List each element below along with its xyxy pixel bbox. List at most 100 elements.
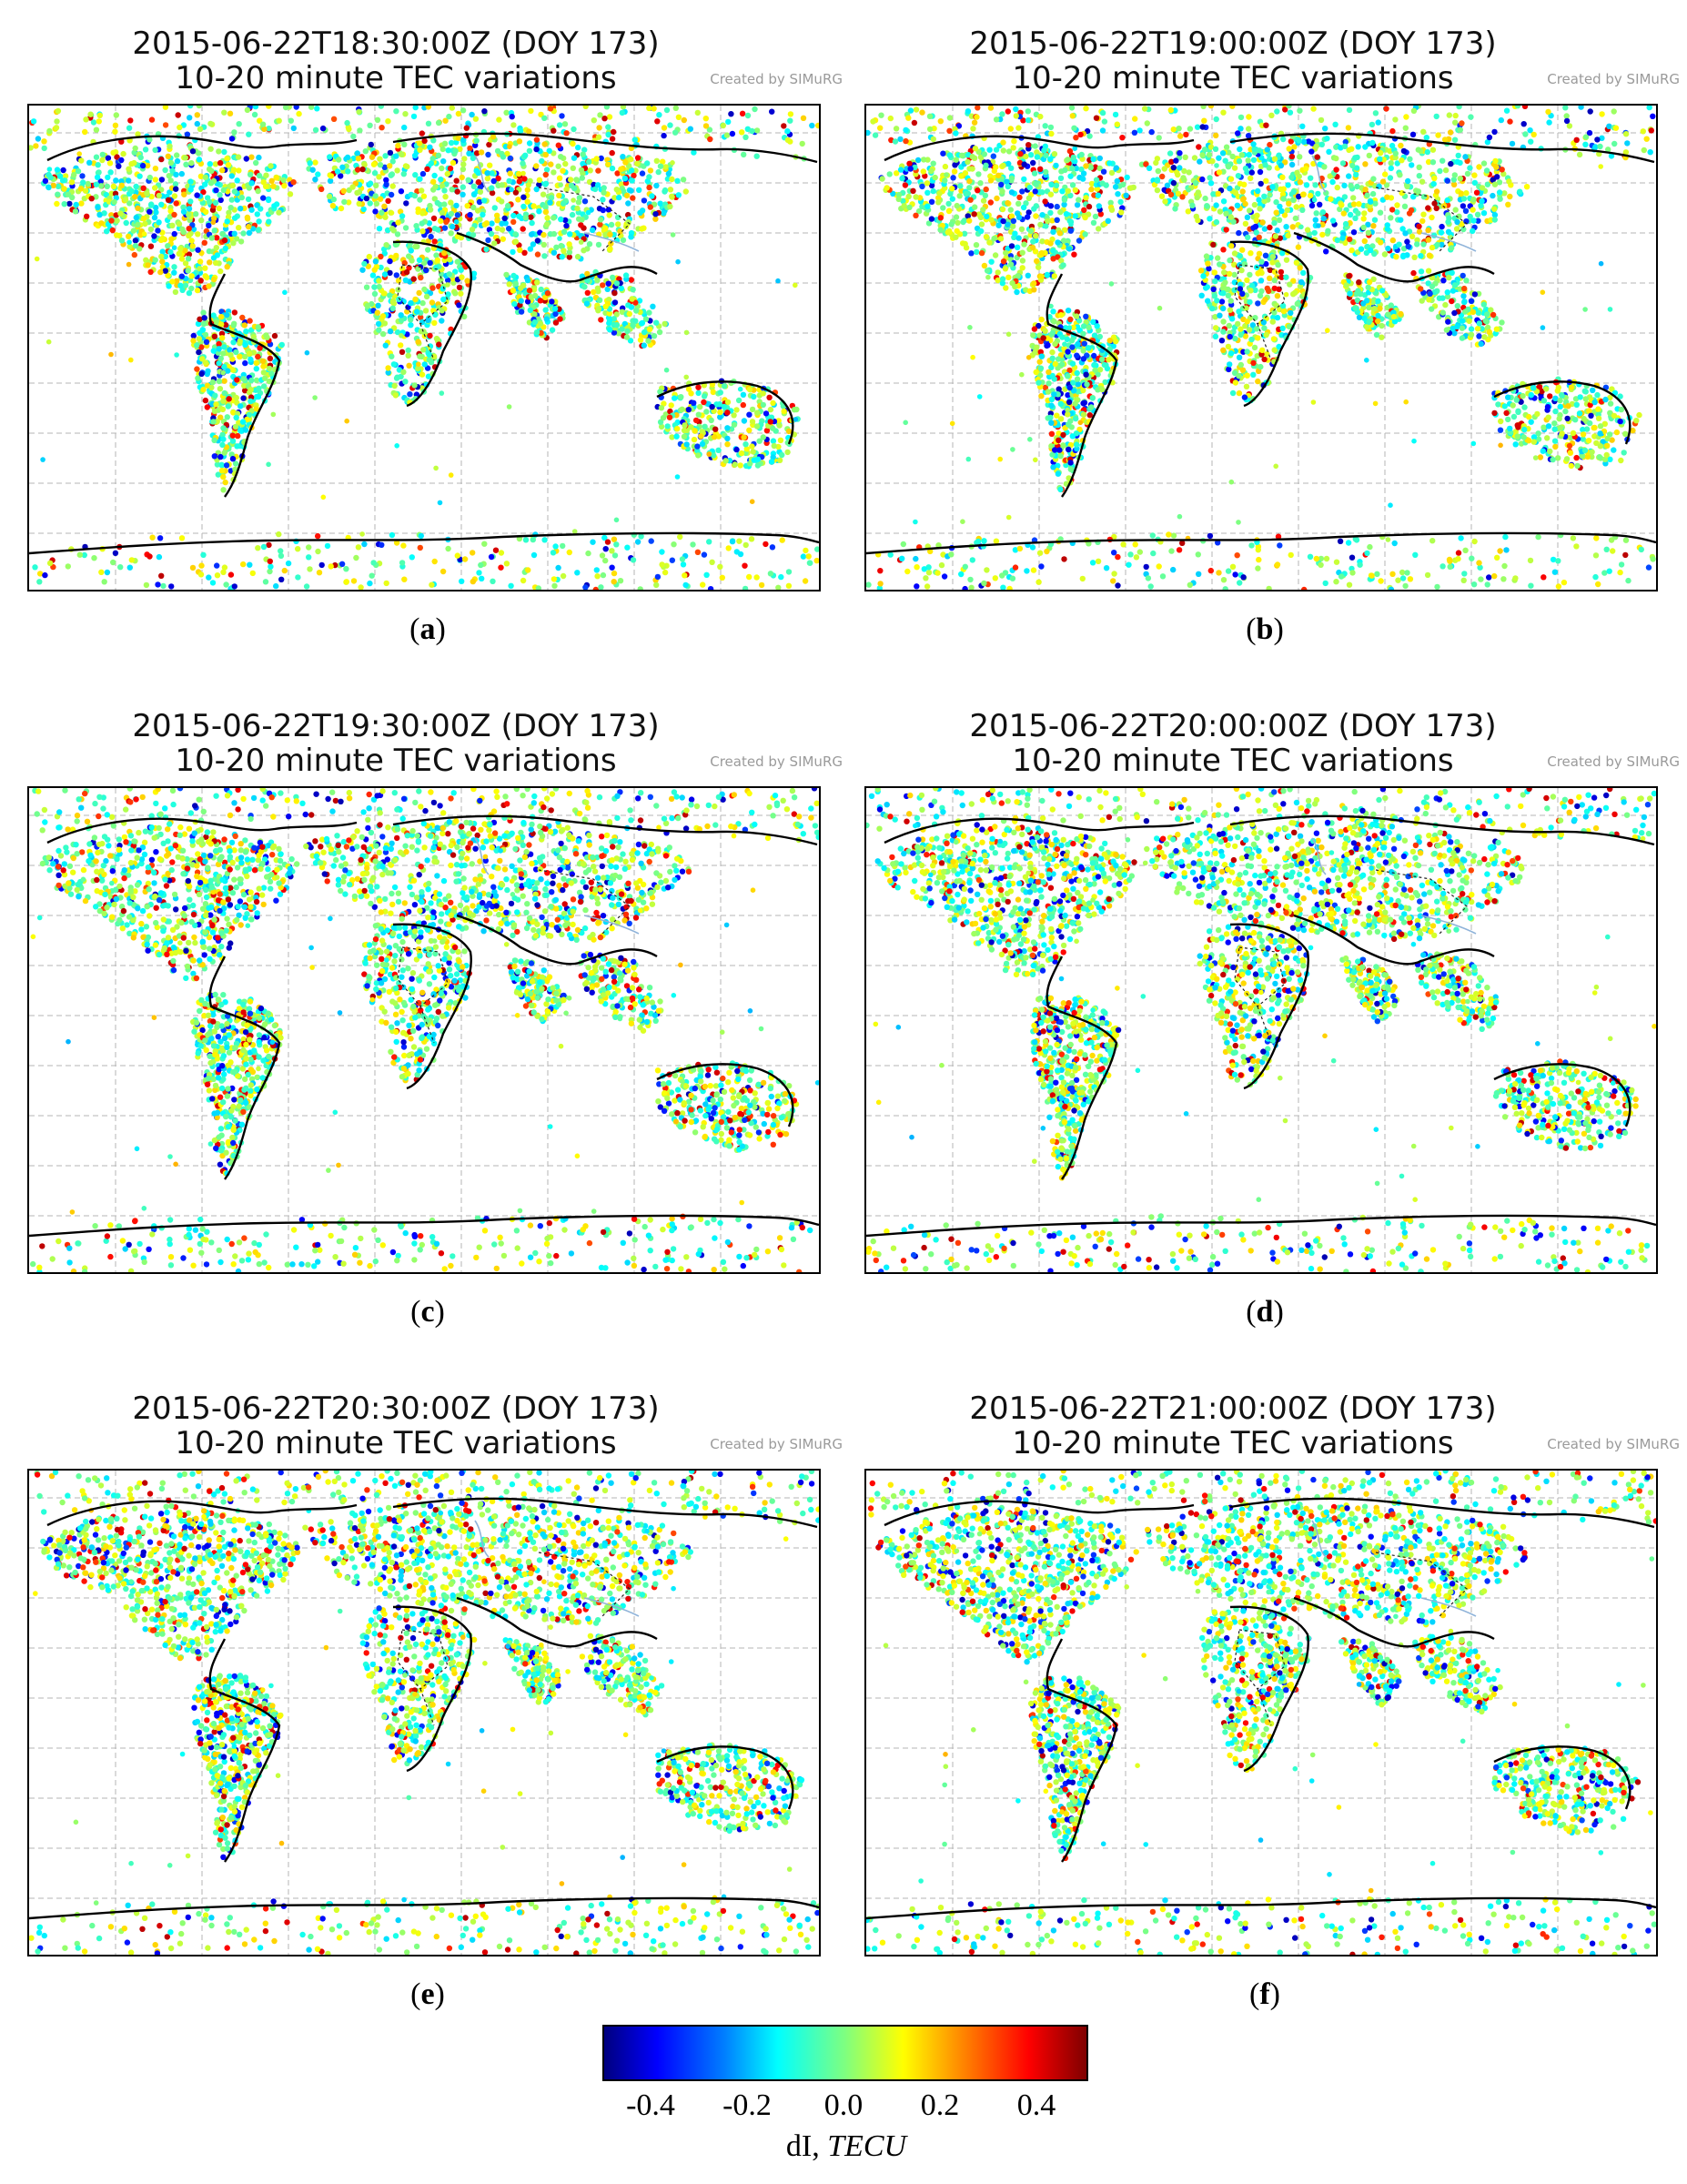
tec-point (574, 253, 581, 260)
tec-point (470, 232, 477, 238)
tec-point (657, 389, 663, 395)
tec-point (419, 187, 425, 194)
tec-point (372, 258, 379, 265)
tec-point (1096, 333, 1103, 340)
tec-point (306, 554, 312, 561)
tec-point (602, 557, 609, 564)
tec-point (382, 153, 389, 159)
tec-point (402, 277, 409, 284)
tec-point (398, 342, 404, 349)
tec-point (62, 173, 69, 179)
tec-point (222, 226, 229, 232)
tec-point (95, 162, 101, 168)
tec-point (93, 154, 100, 160)
tec-point (225, 214, 232, 220)
tec-point (779, 451, 785, 459)
tec-point (968, 250, 975, 257)
tec-point (536, 208, 542, 215)
tec-point (1005, 148, 1013, 155)
tec-point (1339, 160, 1347, 167)
tec-point (628, 187, 634, 194)
tec-point (392, 392, 399, 399)
tec-point (601, 534, 608, 541)
tec-point (1090, 219, 1097, 226)
tec-point (319, 125, 327, 132)
tec-point (226, 209, 232, 216)
tec-point (1090, 318, 1096, 325)
tec-point (381, 203, 388, 209)
tec-point (571, 529, 578, 534)
tec-point (555, 564, 561, 571)
tec-point (1123, 192, 1129, 198)
tec-point (377, 196, 384, 202)
tec-point (1066, 367, 1073, 374)
tec-point (1066, 246, 1073, 252)
tec-point (126, 125, 133, 131)
tec-point (193, 211, 199, 217)
tec-point (680, 177, 687, 183)
tec-point (1050, 228, 1056, 235)
tec-point (1070, 388, 1077, 394)
tec-point (266, 126, 272, 132)
tec-point (668, 402, 674, 409)
tec-point (273, 175, 279, 181)
tec-point (999, 280, 1005, 287)
tec-point (112, 128, 118, 135)
tec-point (541, 537, 548, 543)
tec-point (671, 541, 677, 548)
tec-point (203, 208, 209, 216)
tec-point (561, 248, 567, 254)
tec-point (662, 187, 669, 194)
tec-point (681, 116, 687, 124)
tec-point (907, 166, 914, 172)
tec-point (220, 473, 227, 480)
tec-point (658, 405, 665, 411)
tec-point (388, 172, 394, 178)
tec-point (1399, 157, 1405, 164)
tec-point (252, 106, 259, 110)
tec-point (664, 423, 671, 430)
tec-point (507, 144, 512, 149)
tec-point (1158, 193, 1166, 199)
tec-point (660, 415, 667, 421)
tec-point (803, 547, 809, 554)
tec-point (242, 427, 249, 433)
tec-point (530, 536, 536, 543)
tec-point (217, 414, 224, 420)
tec-point (541, 115, 548, 121)
tec-point (776, 422, 783, 429)
tec-point (156, 219, 162, 226)
tec-point (481, 108, 488, 115)
tec-point (993, 164, 999, 170)
tec-point (1106, 338, 1113, 344)
tec-point (1057, 400, 1064, 407)
tec-point (216, 205, 222, 212)
tec-point (1065, 349, 1071, 355)
tec-point (579, 217, 585, 223)
tec-point (739, 129, 745, 136)
tec-point (583, 300, 591, 307)
tec-point (426, 220, 432, 227)
tec-point (1031, 206, 1037, 212)
tec-point (372, 208, 379, 215)
tec-point (935, 195, 942, 201)
tec-point (447, 256, 453, 263)
tec-point (210, 312, 217, 318)
tec-point (268, 163, 274, 169)
tec-point (1040, 335, 1046, 341)
tec-point (75, 167, 82, 175)
tec-point (210, 348, 217, 354)
tec-point (574, 570, 581, 576)
tec-point (182, 282, 189, 288)
tec-point (460, 136, 467, 144)
tec-point (200, 551, 207, 558)
tec-point (1069, 433, 1076, 440)
tec-point (403, 200, 409, 207)
tec-point (1088, 180, 1096, 187)
tec-point (425, 106, 431, 110)
tec-point (449, 106, 455, 111)
tec-point (251, 111, 258, 118)
tec-point (722, 458, 729, 464)
tec-point (1057, 416, 1065, 422)
tec-point (395, 219, 401, 226)
